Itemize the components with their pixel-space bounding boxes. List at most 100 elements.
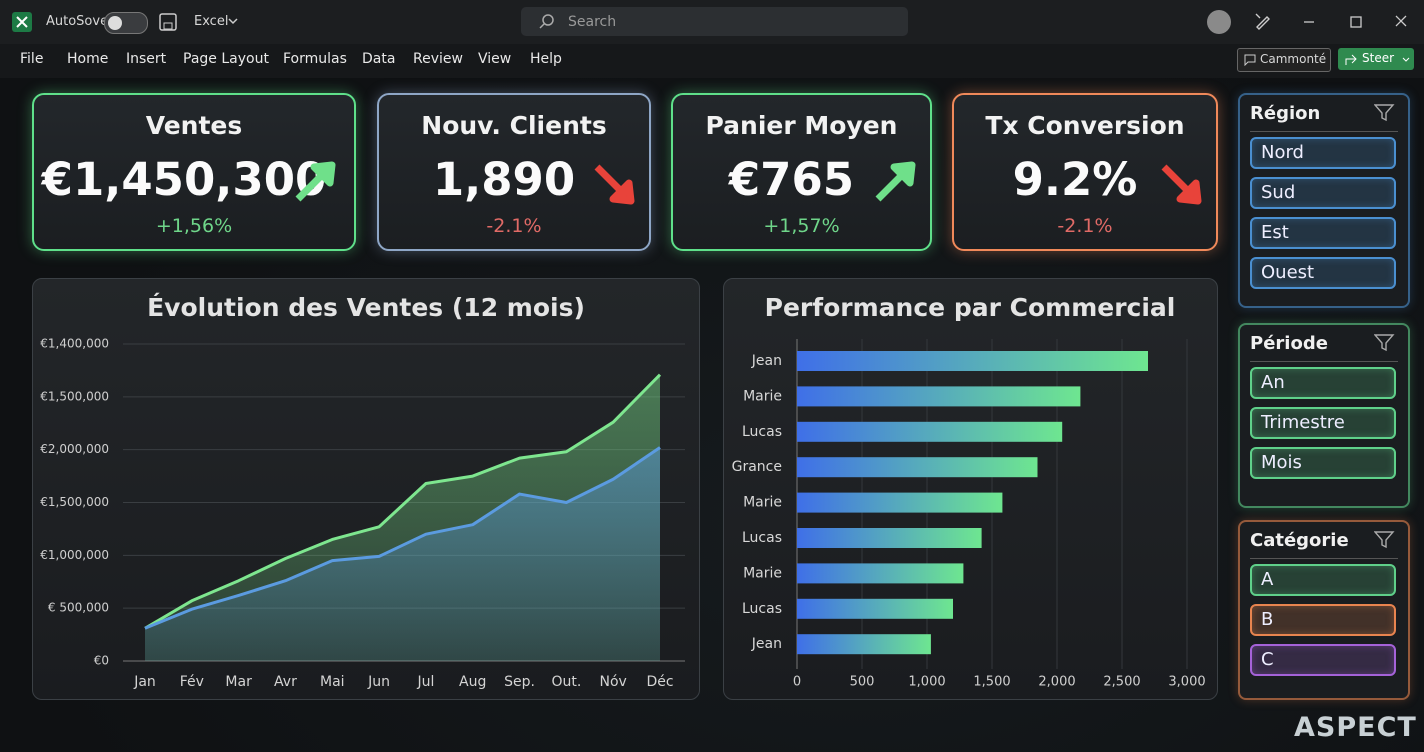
menu-item[interactable]: Data	[362, 51, 396, 67]
x-tick-label: Jan	[133, 674, 156, 690]
y-tick-label: €1,400,000	[40, 337, 109, 351]
filter-icon[interactable]	[1374, 103, 1396, 123]
funnel	[1374, 531, 1395, 549]
pen-icon[interactable]	[1254, 12, 1272, 30]
y-tick-label: €1,500,000	[40, 389, 109, 403]
slicer-item[interactable]: Est	[1250, 217, 1396, 249]
y-tick-label: Lucas	[742, 530, 782, 546]
x-tick-label: Nóv	[600, 674, 627, 690]
slicer: Période An Trimestre Mois	[1238, 323, 1410, 508]
bar	[797, 528, 982, 548]
share-label: Steer	[1362, 51, 1395, 65]
kpi-card: Ventes €1,450,300 +1,56%	[32, 93, 356, 251]
filter-icon[interactable]	[1374, 333, 1396, 353]
line-chart-panel: Évolution des Ventes (12 mois) €0 € 500,00…	[32, 278, 700, 700]
arrow-shape	[1161, 164, 1202, 205]
comment-button[interactable]: Cammonté	[1237, 48, 1331, 72]
excel-icon	[12, 12, 32, 32]
x-tick-label: 500	[850, 675, 875, 690]
x-tick-label: 2,500	[1103, 675, 1140, 690]
y-tick-label: €1,500,000	[40, 495, 109, 509]
bar	[797, 386, 1081, 407]
avatar[interactable]	[1207, 10, 1231, 34]
slicer-item[interactable]: An	[1250, 367, 1396, 399]
search-box[interactable]: Search	[521, 7, 908, 36]
app-name[interactable]: Excel	[194, 14, 229, 29]
title-bar: AutoSove Excel Search	[0, 0, 1424, 44]
slicer: Catégorie A B C	[1238, 520, 1410, 700]
share-button[interactable]: Steer	[1338, 48, 1414, 70]
slicer-divider	[1250, 361, 1398, 362]
comment-label: Cammonté	[1260, 52, 1327, 66]
window-controls[interactable]	[1300, 12, 1410, 32]
x-tick-label: 1,000	[908, 675, 945, 690]
x-tick-label: Sep.	[504, 674, 535, 690]
x-tick-label: Mar	[225, 674, 252, 690]
slicer-title: Catégorie	[1250, 530, 1349, 551]
series-line	[144, 373, 662, 630]
y-tick-label: Lucas	[742, 424, 782, 440]
y-tick-label: €1,000,000	[40, 548, 109, 562]
funnel	[1374, 334, 1395, 352]
slicer-item[interactable]: B	[1250, 604, 1396, 636]
menu-item[interactable]: Insert	[126, 51, 167, 67]
x-tick-label: 1,500	[973, 675, 1010, 690]
slicer-item[interactable]: Nord	[1250, 137, 1396, 169]
bar	[797, 421, 1063, 442]
menu-item[interactable]: File	[20, 51, 44, 67]
y-tick-label: € 500,000	[48, 601, 109, 615]
kpi-title: Tx Conversion	[985, 111, 1185, 140]
y-tick-label: Marie	[743, 388, 782, 404]
menu-item[interactable]: Formulas	[283, 51, 347, 67]
bar	[797, 634, 931, 655]
autosave-toggle[interactable]	[104, 12, 148, 34]
menu-item[interactable]: Home	[67, 51, 109, 67]
y-tick-label: Marie	[743, 565, 782, 581]
ribbon-menu: File Home Insert Page Layout Formulas Data Rev…	[0, 44, 1424, 78]
chart-title: Évolution des Ventes (12 mois)	[147, 293, 585, 322]
slicer-divider	[1250, 558, 1398, 559]
y-tick-label: €2,000,000	[40, 442, 109, 456]
kpi-value: €765	[728, 153, 855, 206]
menu-item[interactable]: Review	[413, 51, 463, 67]
y-tick-label: Jean	[751, 353, 782, 369]
y-tick-label: Lucas	[742, 601, 782, 617]
slicer-item[interactable]: C	[1250, 644, 1396, 676]
x-tick-label: 0	[793, 675, 801, 690]
menu-item[interactable]: Page Layout	[183, 51, 269, 67]
slicer: Région Nord Sud Est Ouest	[1238, 93, 1410, 308]
bar	[797, 563, 964, 584]
kpi-value: €1,450,300	[41, 153, 327, 206]
y-tick-label: Jean	[751, 636, 782, 652]
filter-icon[interactable]	[1374, 530, 1396, 550]
series-line	[144, 446, 661, 630]
kpi-title: Panier Moyen	[705, 111, 898, 140]
x-tick-label: Fév	[180, 674, 204, 690]
slicer-item[interactable]: Ouest	[1250, 257, 1396, 289]
y-tick-label: Marie	[743, 495, 782, 511]
arrow-shape	[875, 161, 916, 202]
save-icon[interactable]	[159, 13, 177, 31]
kpi-change: +1,57%	[763, 215, 840, 237]
slicer-item[interactable]: Sud	[1250, 177, 1396, 209]
x-tick-label: Aug	[459, 674, 486, 690]
trend-arrow	[594, 164, 635, 205]
search-placeholder: Search	[568, 14, 617, 30]
trend-arrow	[1161, 164, 1202, 205]
x-tick-label: Avr	[274, 674, 297, 690]
kpi-title: Nouv. Clients	[421, 111, 607, 140]
slicer-item[interactable]: Trimestre	[1250, 407, 1396, 439]
autosave-label: AutoSove	[46, 14, 109, 29]
arrow-shape	[295, 161, 336, 202]
slicer-item[interactable]: A	[1250, 564, 1396, 596]
menu-item[interactable]: Help	[530, 51, 562, 67]
slicer-item[interactable]: Mois	[1250, 447, 1396, 479]
menu-item[interactable]: View	[478, 51, 512, 67]
trend-arrow	[295, 161, 336, 202]
bar	[797, 457, 1038, 478]
kpi-value: 1,890	[432, 153, 576, 206]
bar	[797, 598, 953, 619]
sales-chart: Évolution des Ventes (12 mois) €0 € 500,00…	[40, 293, 685, 690]
slicer-title: Période	[1250, 333, 1328, 354]
